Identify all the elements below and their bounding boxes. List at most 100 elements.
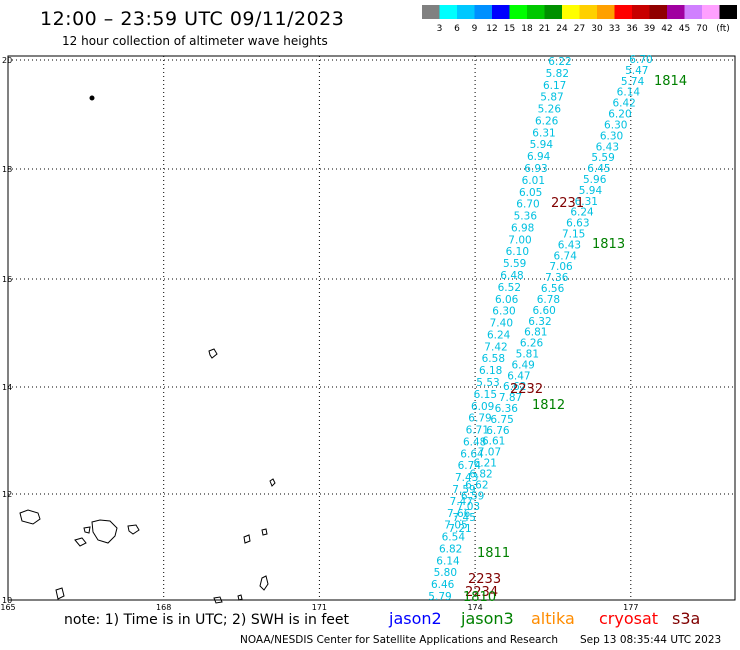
wave-height-value: 7.45 [453, 512, 476, 524]
colorbar-tick-label: 21 [539, 24, 550, 34]
wave-height-value: 6.18 [479, 365, 502, 377]
wave-height-value: 6.63 [566, 218, 589, 230]
wave-height-value: 7.59 [452, 484, 475, 496]
map-title: 12:00 – 23:59 UTC 09/11/2023 [40, 8, 345, 30]
wave-height-value: 6.14 [617, 87, 641, 99]
colorbar-swatch [597, 5, 615, 19]
colorbar-tick-label: 30 [591, 24, 603, 34]
wave-height-value: 6.70 [629, 54, 652, 66]
footer-note: note: 1) Time is in UTC; 2) SWH is in fe… [64, 612, 350, 628]
wave-height-value: 6.24 [570, 207, 594, 219]
colorbar-swatch [562, 5, 580, 19]
wave-height-value: 6.56 [541, 283, 565, 295]
wave-height-value: 7.87 [499, 392, 522, 404]
wave-height-value: 6.26 [520, 338, 544, 350]
wave-height-value: 6.30 [492, 306, 515, 318]
colorbar-swatch [667, 5, 685, 19]
map-frame [7, 55, 736, 601]
wave-height-value: 6.74 [554, 250, 578, 262]
colorbar-swatch [544, 5, 562, 19]
x-tick-label: 165 [0, 603, 15, 610]
wave-height-value: 6.05 [519, 187, 542, 199]
wave-height-value: 6.48 [463, 436, 486, 448]
colorbar-swatch [719, 5, 737, 19]
island-outline [19, 509, 41, 525]
wave-height-value: 6.10 [506, 246, 529, 258]
colorbar-swatch [632, 5, 650, 19]
colorbar-tick-label: 18 [521, 24, 533, 34]
footer-credit: NOAA/NESDIS Center for Satellite Applica… [240, 634, 558, 646]
y-tick-label: 12 [2, 490, 12, 499]
track-time-label: 1811 [477, 546, 510, 561]
x-tick-label: 174 [467, 603, 482, 610]
colorbar-swatch [439, 5, 457, 19]
wave-height-value: 7.40 [490, 318, 513, 330]
wave-height-value: 6.24 [487, 329, 511, 341]
island-outline [259, 575, 269, 591]
x-tick-label: 171 [312, 603, 327, 610]
wave-height-value: 5.94 [530, 139, 554, 151]
wave-height-value: 6.54 [442, 532, 466, 544]
y-tick-label: 18 [2, 165, 12, 174]
wave-height-value: 6.36 [495, 403, 519, 415]
wave-height-value: 6.59 [461, 490, 484, 502]
wave-height-value: 6.62 [503, 381, 526, 393]
colorbar-tick-label: 6 [454, 24, 460, 34]
wave-height-value: 6.94 [527, 151, 551, 163]
footer-timestamp: Sep 13 08:35:44 UTC 2023 [580, 634, 722, 646]
wave-height-value: 6.76 [486, 425, 510, 437]
wave-height-value: 6.62 [465, 479, 488, 491]
colorbar-tick-label: 45 [679, 24, 690, 34]
wave-height-map: 6.225.826.175.875.266.266.315.946.946.93… [0, 54, 736, 610]
wave-height-value: 6.43 [558, 239, 581, 251]
colorbar-swatch [422, 5, 440, 19]
wave-height-value: 7.36 [545, 272, 569, 284]
wave-height-value: 7.42 [484, 341, 507, 353]
wave-height-value: 6.93 [524, 163, 547, 175]
satellite-legend-cryosat: cryosat [599, 609, 659, 628]
wave-height-value: 6.17 [543, 80, 566, 92]
wave-height-value: 7.66 [447, 508, 471, 520]
track-time-label: 2231 [551, 196, 584, 211]
wave-height-value: 7.05 [444, 520, 467, 532]
wave-height-value: 6.42 [612, 98, 635, 110]
wave-height-value: 5.82 [546, 68, 569, 80]
island-outline [261, 528, 268, 536]
wave-height-value: 5.79 [428, 591, 451, 603]
colorbar-swatch [457, 5, 475, 19]
wave-height-value: 6.09 [471, 401, 494, 413]
map-subtitle: 12 hour collection of altimeter wave hei… [62, 34, 328, 48]
colorbar-unit: (ft) [716, 24, 730, 34]
wave-height-value: 6.01 [522, 175, 545, 187]
axis-tick-labels: 165 168 171 174 177 20 18 16 14 12 10 [0, 56, 638, 610]
wave-height-value: 6.43 [596, 141, 619, 153]
wave-height-value: 6.22 [548, 56, 571, 68]
track-time-label: 2232 [510, 382, 543, 397]
island-outline [127, 524, 140, 535]
wave-height-value: 7.03 [457, 501, 480, 513]
colorbar-swatch [614, 5, 632, 19]
colorbar-tick-label: 70 [696, 24, 708, 34]
wave-height-value: 6.75 [490, 414, 513, 426]
island-outlines [19, 95, 276, 604]
track-time-label: 2233 [468, 572, 501, 587]
track-time-label: 1813 [592, 237, 625, 252]
wave-height-value: 6.31 [532, 127, 555, 139]
wave-height-value: 5.59 [591, 152, 614, 164]
wave-height-value: 6.32 [528, 316, 551, 328]
wave-height-value: 6.30 [604, 119, 627, 131]
colorbar-tick-label: 42 [661, 24, 672, 34]
island-outline [269, 478, 276, 487]
wave-height-value: 6.45 [587, 163, 610, 175]
colorbar-swatch [702, 5, 720, 19]
wave-height-value: 6.15 [474, 389, 497, 401]
wave-height-value: 7.15 [562, 229, 585, 241]
wave-height-value: 6.82 [439, 543, 462, 555]
colorbar-swatch [527, 5, 545, 19]
altimeter-tracks: 6.225.826.175.875.266.266.315.946.946.93… [428, 54, 652, 603]
wave-height-value: 6.06 [495, 294, 519, 306]
wave-height-value: 7.00 [508, 234, 531, 246]
colorbar-swatch [684, 5, 702, 19]
wave-height-value: 6.47 [507, 370, 530, 382]
